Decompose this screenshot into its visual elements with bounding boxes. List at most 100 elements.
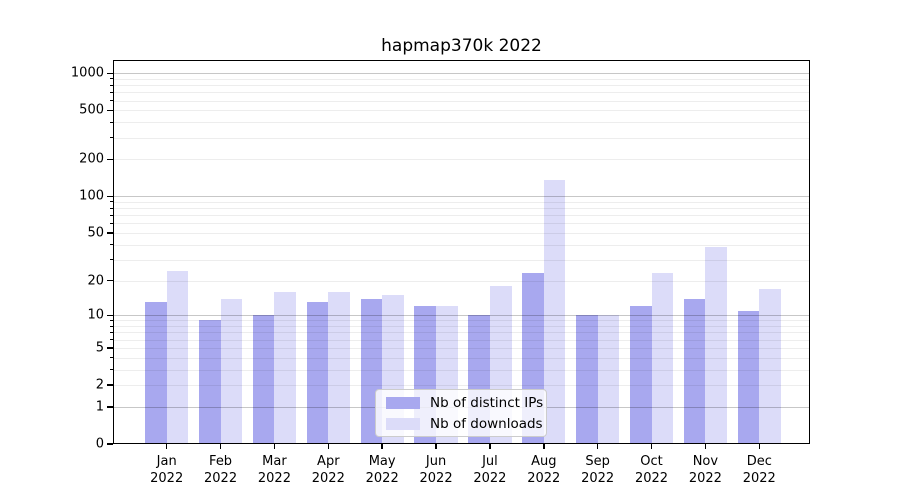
bar-downloads xyxy=(543,180,566,444)
y-minor-tick-mark xyxy=(109,232,113,234)
y-minor-tick-mark xyxy=(109,280,113,282)
y-tick-mark xyxy=(107,195,113,198)
x-tick-label: Nov 2022 xyxy=(688,454,722,486)
gridline xyxy=(113,100,810,102)
gridline xyxy=(113,385,810,387)
gridline xyxy=(113,357,810,359)
y-minor-tick-mark xyxy=(109,259,113,261)
gridline xyxy=(113,159,810,161)
x-tick-label: Aug 2022 xyxy=(527,454,561,486)
y-minor-tick-mark xyxy=(109,244,113,246)
x-tick-mark xyxy=(327,444,330,449)
bar-downloads xyxy=(651,273,674,444)
gridline xyxy=(113,215,810,217)
x-tick-mark xyxy=(489,444,491,449)
legend: Nb of distinct IPs Nb of downloads xyxy=(375,389,547,437)
gridline xyxy=(113,369,810,371)
gridline xyxy=(113,347,810,349)
x-tick-mark xyxy=(758,444,761,449)
gridline xyxy=(113,233,810,235)
x-tick-label: Sep 2022 xyxy=(581,454,615,486)
y-tick-label: 200 xyxy=(79,151,104,167)
legend-item: Nb of distinct IPs xyxy=(386,395,543,411)
bar-downloads xyxy=(274,291,297,444)
x-tick-label: May 2022 xyxy=(365,454,399,486)
y-minor-tick-mark xyxy=(109,91,113,93)
y-minor-tick-mark xyxy=(109,109,113,111)
y-minor-tick-mark xyxy=(109,207,113,209)
y-minor-tick-mark xyxy=(109,384,113,386)
legend-label: Nb of distinct IPs xyxy=(430,394,544,411)
y-minor-tick-mark xyxy=(109,357,113,359)
legend-swatch xyxy=(386,396,420,409)
x-tick-label: Oct 2022 xyxy=(634,454,669,486)
y-minor-tick-mark xyxy=(109,319,113,321)
gridline xyxy=(113,110,810,112)
legend-swatch xyxy=(386,417,420,430)
bar-distinct-ips xyxy=(683,298,706,444)
y-tick-label: 5 xyxy=(95,340,104,356)
x-tick-mark xyxy=(543,444,545,449)
x-tick-label: Apr 2022 xyxy=(311,454,345,486)
gridline xyxy=(113,326,810,328)
y-minor-tick-mark xyxy=(109,331,113,333)
y-tick-label: 100 xyxy=(79,188,104,204)
x-tick-mark xyxy=(165,444,168,449)
chart-title: hapmap370k 2022 xyxy=(381,36,542,56)
bar-downloads xyxy=(166,271,189,444)
gridline xyxy=(113,332,810,334)
gridline xyxy=(113,339,810,341)
gridline xyxy=(113,259,810,261)
bar-downloads xyxy=(597,315,620,444)
y-minor-tick-mark xyxy=(109,201,113,203)
gridline xyxy=(113,280,810,282)
x-tick-label: Jan 2022 xyxy=(150,454,184,486)
y-tick-label: 20 xyxy=(87,273,104,289)
x-tick-label: Mar 2022 xyxy=(257,454,291,486)
bar-downloads xyxy=(705,247,727,444)
gridline xyxy=(113,196,810,198)
bar-distinct-ips xyxy=(629,306,652,444)
gridline xyxy=(113,223,810,225)
y-tick-label: 1 xyxy=(95,399,104,415)
y-minor-tick-mark xyxy=(109,347,113,349)
y-tick-mark xyxy=(107,406,113,408)
gridline xyxy=(113,201,810,203)
y-tick-mark xyxy=(107,314,113,317)
y-minor-tick-mark xyxy=(109,339,113,341)
y-tick-mark xyxy=(107,443,113,445)
bar-distinct-ips xyxy=(198,320,221,444)
x-tick-mark xyxy=(273,444,276,449)
gridline xyxy=(113,315,810,317)
y-tick-label: 1000 xyxy=(70,65,104,81)
y-tick-label: 0 xyxy=(95,436,104,452)
gridline xyxy=(113,85,810,87)
y-minor-tick-mark xyxy=(109,369,113,371)
x-tick-mark xyxy=(219,444,222,449)
bar-distinct-ips xyxy=(306,302,329,444)
x-tick-label: Feb 2022 xyxy=(204,454,238,486)
bar-downloads xyxy=(220,298,243,444)
gridline xyxy=(113,320,810,322)
bar-distinct-ips xyxy=(252,315,275,444)
y-tick-label: 500 xyxy=(79,102,104,118)
gridline xyxy=(113,137,810,139)
x-tick-label: Jul 2022 xyxy=(473,454,507,486)
x-tick-mark xyxy=(596,444,599,449)
legend-label: Nb of downloads xyxy=(430,415,543,432)
gridline xyxy=(113,73,810,75)
y-minor-tick-mark xyxy=(109,214,113,216)
x-tick-mark xyxy=(435,444,437,449)
bar-downloads xyxy=(328,291,350,444)
gridline xyxy=(113,244,810,246)
x-tick-mark xyxy=(381,444,383,449)
gridline xyxy=(113,208,810,210)
y-minor-tick-mark xyxy=(109,137,113,139)
y-minor-tick-mark xyxy=(109,121,113,123)
y-minor-tick-mark xyxy=(109,325,113,327)
gridline xyxy=(113,92,810,94)
bar-distinct-ips xyxy=(145,302,167,444)
x-tick-label: Dec 2022 xyxy=(742,454,776,486)
y-minor-tick-mark xyxy=(109,100,113,102)
